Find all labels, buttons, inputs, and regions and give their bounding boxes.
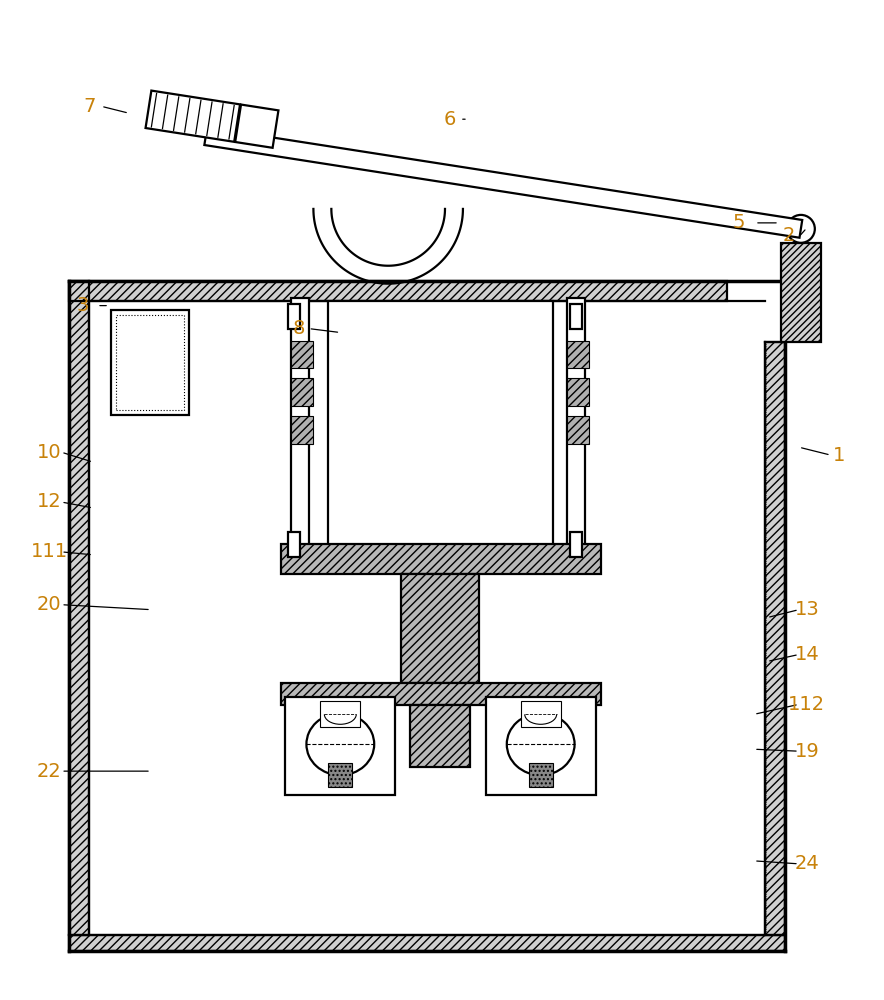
Text: 111: 111 <box>31 542 68 561</box>
Bar <box>328 301 552 552</box>
Bar <box>116 315 184 410</box>
Bar <box>288 532 301 557</box>
Bar <box>410 705 470 767</box>
Polygon shape <box>235 105 278 148</box>
Bar <box>320 701 361 727</box>
Bar <box>280 683 600 705</box>
Bar <box>567 416 589 444</box>
Bar <box>567 378 589 406</box>
Text: 6: 6 <box>444 110 456 129</box>
Text: 12: 12 <box>37 492 62 511</box>
Bar <box>69 281 728 301</box>
Bar <box>569 304 582 329</box>
Bar <box>529 763 552 787</box>
Text: 14: 14 <box>795 645 819 664</box>
Text: 7: 7 <box>83 97 95 116</box>
Bar <box>567 298 584 557</box>
Bar <box>292 416 314 444</box>
Bar <box>328 763 353 787</box>
Bar <box>292 341 314 368</box>
Bar <box>292 298 309 557</box>
Text: 22: 22 <box>37 762 62 781</box>
Bar <box>69 935 785 951</box>
Bar <box>401 574 479 683</box>
Bar <box>292 378 314 406</box>
Polygon shape <box>146 91 240 142</box>
Bar <box>765 342 785 935</box>
Bar <box>69 281 89 935</box>
Text: 5: 5 <box>733 213 745 232</box>
Text: 20: 20 <box>37 595 62 614</box>
Text: 2: 2 <box>782 226 795 245</box>
Circle shape <box>787 215 815 243</box>
Bar <box>111 310 189 415</box>
Bar <box>567 341 589 368</box>
Bar <box>470 705 486 727</box>
Bar <box>286 697 395 795</box>
Polygon shape <box>204 127 803 238</box>
Bar <box>781 243 821 342</box>
Text: 1: 1 <box>833 446 845 465</box>
Text: 8: 8 <box>293 319 305 338</box>
Bar <box>288 304 301 329</box>
Text: 112: 112 <box>789 695 826 714</box>
Bar <box>89 301 765 935</box>
Text: 3: 3 <box>77 296 89 315</box>
Text: 24: 24 <box>795 854 819 873</box>
Text: 19: 19 <box>795 742 819 761</box>
Bar <box>569 532 582 557</box>
Bar <box>486 697 596 795</box>
Bar <box>534 714 548 726</box>
Bar <box>280 544 600 574</box>
Bar <box>333 714 347 726</box>
Bar <box>521 701 560 727</box>
Text: 13: 13 <box>795 600 819 619</box>
Text: 10: 10 <box>37 443 62 462</box>
